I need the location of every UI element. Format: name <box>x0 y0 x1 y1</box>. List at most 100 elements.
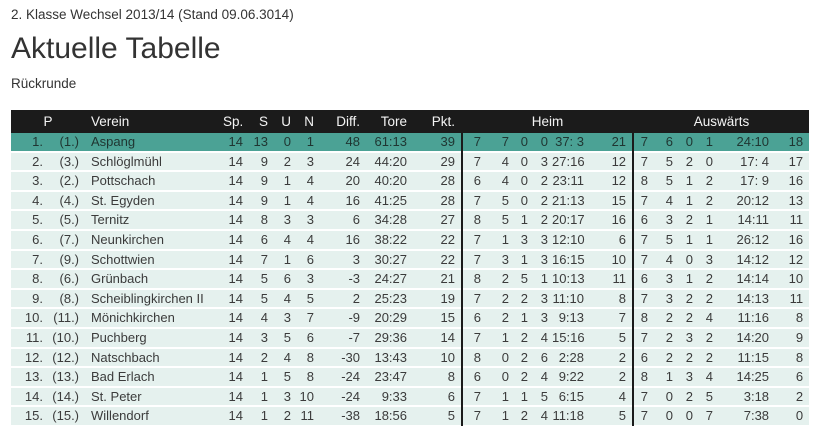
home-losses-cell: 3 <box>532 229 553 251</box>
away-goals-cell: 14:13 <box>717 288 774 310</box>
home-goals-cell: 2:28 <box>552 347 589 369</box>
home-draws-cell: 2 <box>513 347 533 369</box>
table-row: 15. (15.) Willendorf 14 1 2 11 -38 18:56 5 7 1 2 4 11:… <box>11 406 810 427</box>
goals-cell: 61:13 <box>366 133 414 153</box>
team-name-cell: Aspang <box>85 133 224 153</box>
home-points-cell: 5 <box>588 327 633 349</box>
wins-cell: 9 <box>249 151 275 173</box>
away-losses-cell: 4 <box>697 308 718 329</box>
goals-cell: 30:27 <box>366 249 414 271</box>
rank-cell: 8. <box>11 269 49 290</box>
losses-cell: 11 <box>297 406 321 427</box>
team-name-cell: Bad Erlach <box>85 367 224 388</box>
away-points-cell: 2 <box>773 386 810 408</box>
previous-rank-cell: (15.) <box>49 406 86 427</box>
goals-cell: 24:27 <box>366 269 414 290</box>
goal-diff-cell: 16 <box>320 190 367 212</box>
draws-cell: 0 <box>274 133 298 153</box>
home-points-cell: 5 <box>588 406 633 427</box>
table-row: 9. (8.) Scheiblingkirchen II 14 5 4 5 2 25:23 19 7… <box>11 288 810 310</box>
table-row: 4. (4.) St. Egyden 14 9 1 4 16 41:25 28 7 5 0 2 21:13 1… <box>11 190 810 212</box>
column-separator <box>461 190 464 211</box>
away-losses-cell: 4 <box>697 367 718 388</box>
home-matches-cell: 6 <box>463 171 486 192</box>
home-goals-cell: 9:22 <box>552 367 589 388</box>
home-wins-cell: 7 <box>485 133 514 153</box>
away-losses-cell: 7 <box>697 406 718 427</box>
losses-cell: 5 <box>297 288 321 310</box>
draws-cell: 2 <box>274 151 298 173</box>
away-goals-cell: 20:12 <box>717 190 774 212</box>
away-matches-cell: 6 <box>634 269 653 290</box>
home-goals-cell: 10:13 <box>552 269 589 290</box>
column-separator <box>632 327 635 348</box>
wins-cell: 9 <box>249 190 275 212</box>
column-separator <box>632 288 635 309</box>
matches-cell: 14 <box>223 386 250 408</box>
points-cell: 10 <box>413 347 462 369</box>
team-name-cell: Schottwien <box>85 249 224 271</box>
home-matches-cell: 7 <box>463 190 486 212</box>
points-cell: 29 <box>413 151 462 173</box>
home-matches-cell: 6 <box>463 308 486 329</box>
column-separator <box>632 210 635 230</box>
home-points-cell: 8 <box>588 288 633 310</box>
table-row: 1. (1.) Aspang 14 13 0 1 48 61:13 39 7 7 0 0 37: 3 21 7 6… <box>11 133 810 153</box>
home-wins-cell: 0 <box>485 347 514 369</box>
goal-diff-cell: -30 <box>320 347 367 369</box>
column-separator <box>461 308 464 328</box>
home-wins-cell: 2 <box>485 308 514 329</box>
home-losses-cell: 5 <box>532 386 553 408</box>
wins-cell: 1 <box>249 386 275 408</box>
column-separator <box>632 367 635 387</box>
away-draws-cell: 3 <box>677 367 698 388</box>
draws-cell: 3 <box>274 210 298 231</box>
matches-cell: 14 <box>223 327 250 349</box>
goal-diff-cell: 20 <box>320 171 367 192</box>
away-wins-cell: 5 <box>652 229 678 251</box>
goal-diff-cell: -24 <box>320 386 367 408</box>
away-draws-cell: 3 <box>677 327 698 349</box>
points-cell: 39 <box>413 133 462 153</box>
away-wins-cell: 5 <box>652 171 678 192</box>
column-separator <box>632 151 635 172</box>
losses-cell: 8 <box>297 347 321 369</box>
away-wins-cell: 6 <box>652 133 678 153</box>
away-matches-cell: 7 <box>634 386 653 408</box>
wins-cell: 7 <box>249 249 275 271</box>
away-matches-cell: 7 <box>634 249 653 271</box>
rank-cell: 12. <box>11 347 49 369</box>
home-wins-cell: 2 <box>485 269 514 290</box>
matches-cell: 14 <box>223 367 250 388</box>
column-separator <box>461 210 464 230</box>
away-goals-cell: 17: 4 <box>717 151 774 173</box>
goals-cell: 34:28 <box>366 210 414 231</box>
matches-cell: 14 <box>223 347 250 369</box>
column-separator <box>461 151 464 172</box>
header-verein: Verein <box>85 110 224 133</box>
home-wins-cell: 1 <box>485 327 514 349</box>
home-wins-cell: 5 <box>485 190 514 212</box>
away-matches-cell: 7 <box>634 151 653 173</box>
matches-cell: 14 <box>223 210 250 231</box>
away-draws-cell: 1 <box>677 229 698 251</box>
away-losses-cell: 5 <box>697 386 718 408</box>
home-goals-cell: 23:11 <box>552 171 589 192</box>
home-wins-cell: 3 <box>485 249 514 271</box>
previous-rank-cell: (14.) <box>49 386 86 408</box>
team-name-cell: Neunkirchen <box>85 229 224 251</box>
home-losses-cell: 2 <box>532 171 553 192</box>
points-cell: 21 <box>413 269 462 290</box>
away-goals-cell: 11:16 <box>717 308 774 329</box>
away-draws-cell: 2 <box>677 288 698 310</box>
goals-cell: 18:56 <box>366 406 414 427</box>
away-matches-cell: 7 <box>634 288 653 310</box>
home-goals-cell: 12:10 <box>552 229 589 251</box>
draws-cell: 4 <box>274 288 298 310</box>
table-row: 13. (13.) Bad Erlach 14 1 5 8 -24 23:47 8 6 0 2 4 9:2… <box>11 367 810 388</box>
away-losses-cell: 2 <box>697 269 718 290</box>
draws-cell: 6 <box>274 269 298 290</box>
previous-rank-cell: (4.) <box>49 190 86 212</box>
matches-cell: 14 <box>223 229 250 251</box>
away-matches-cell: 7 <box>634 229 653 251</box>
